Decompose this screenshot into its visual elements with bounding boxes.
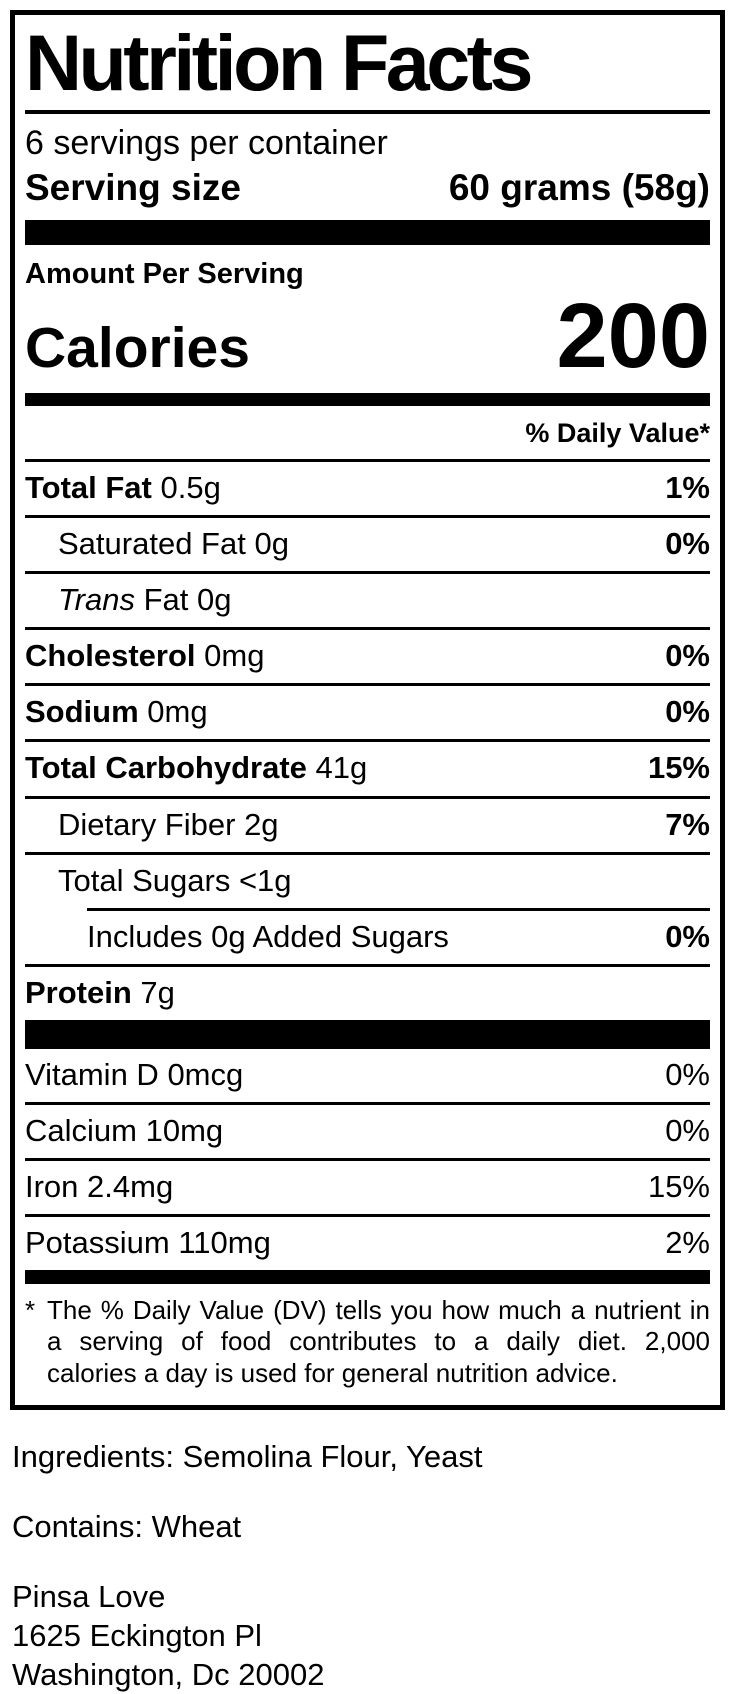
vitamin-name: Calcium bbox=[25, 1112, 137, 1148]
daily-value-header: % Daily Value* bbox=[525, 417, 710, 448]
nutrient-row-total-fat: Total Fat 0.5g 1% bbox=[25, 458, 710, 515]
nutrient-name-amount: Total Sugars <1g bbox=[25, 862, 292, 898]
nutrient-row-added-sugars: Includes 0g Added Sugars 0% bbox=[87, 907, 710, 964]
package-info: Ingredients: Semolina Flour, Yeast Conta… bbox=[12, 1437, 735, 1694]
nutrient-row-cholesterol: Cholesterol 0mg 0% bbox=[25, 627, 710, 683]
nutrient-name-amount: Dietary Fiber 2g bbox=[25, 806, 279, 842]
nutrient-name: Fat bbox=[143, 582, 189, 618]
vitamin-amount: 10mg bbox=[145, 1112, 224, 1148]
thick-separator-footnote bbox=[25, 1270, 710, 1285]
nutrient-name: Saturated Fat bbox=[58, 526, 246, 562]
vitamin-dv: 2% bbox=[665, 1225, 710, 1261]
nutrient-dv: 0% bbox=[665, 918, 710, 954]
calories-row: Calories 200 bbox=[25, 284, 711, 387]
nutrient-name-amount: Saturated Fat 0g bbox=[25, 526, 289, 562]
nutrient-amount: <1g bbox=[238, 862, 292, 898]
vitamin-amount: 110mg bbox=[178, 1225, 271, 1261]
company-address-line1: 1625 Eckington Pl bbox=[12, 1617, 262, 1653]
vitamin-dv: 15% bbox=[647, 1169, 710, 1205]
vitamin-row-vitamin-d: Vitamin D 0mcg 0% bbox=[25, 1049, 710, 1102]
nutrient-name-amount: Total Fat 0.5g bbox=[25, 469, 221, 505]
vitamin-row-potassium: Potassium 110mg 2% bbox=[25, 1214, 710, 1270]
nutrient-amount: 41g bbox=[315, 750, 368, 786]
nutrient-name-amount: Protein 7g bbox=[25, 974, 175, 1010]
vitamin-name-amount: Iron 2.4mg bbox=[25, 1170, 173, 1204]
footnote-asterisk: * bbox=[25, 1295, 36, 1326]
nutrient-dv: 0% bbox=[665, 694, 710, 730]
serving-size-value: 60 grams (58g) bbox=[448, 167, 710, 209]
nutrient-amount: 2g bbox=[244, 806, 279, 842]
nutrient-row-total-carbohydrate: Total Carbohydrate 41g 15% bbox=[25, 739, 710, 795]
nutrient-name-amount: Total Carbohydrate 41g bbox=[25, 751, 367, 785]
ingredients-line: Ingredients: Semolina Flour, Yeast bbox=[12, 1438, 483, 1474]
vitamins-section: Vitamin D 0mcg 0% Calcium 10mg 0% Iron 2… bbox=[25, 1049, 710, 1270]
nutrition-facts-label: Nutrition Facts 6 servings per container… bbox=[10, 10, 725, 1410]
footnote-text: The % Daily Value (DV) tells you how muc… bbox=[47, 1295, 710, 1388]
nutrient-name: Total Fat bbox=[25, 469, 152, 505]
vitamin-name-amount: Calcium 10mg bbox=[25, 1112, 224, 1148]
calories-label: Calories bbox=[25, 315, 250, 380]
thick-separator-top bbox=[25, 219, 710, 245]
calories-value: 200 bbox=[556, 284, 711, 387]
amount-per-serving-label: Amount Per Serving bbox=[25, 257, 304, 290]
vitamin-row-iron: Iron 2.4mg 15% bbox=[25, 1158, 710, 1214]
nutrient-name-amount: Cholesterol 0mg bbox=[25, 639, 264, 673]
vitamin-name: Iron bbox=[25, 1169, 79, 1205]
servings-per-container: 6 servings per container bbox=[25, 123, 388, 162]
nutrient-name: Protein bbox=[25, 974, 132, 1010]
vitamin-name-amount: Vitamin D 0mcg bbox=[25, 1056, 244, 1092]
vitamin-row-calcium: Calcium 10mg 0% bbox=[25, 1101, 710, 1158]
vitamin-name: Potassium bbox=[25, 1225, 170, 1261]
nutrient-row-saturated-fat: Saturated Fat 0g 0% bbox=[25, 515, 710, 571]
title-rule bbox=[25, 109, 710, 114]
nutrient-amount: 0g bbox=[197, 582, 232, 618]
nutrient-name-amount: Includes 0g Added Sugars bbox=[87, 918, 449, 954]
medium-separator-calories bbox=[25, 392, 710, 406]
nutrient-name: Includes 0g Added Sugars bbox=[87, 918, 449, 954]
nutrient-row-dietary-fiber: Dietary Fiber 2g 7% bbox=[25, 795, 710, 852]
serving-size-label: Serving size bbox=[25, 167, 241, 209]
nutrient-row-protein: Protein 7g bbox=[25, 963, 710, 1020]
nutrient-name: Dietary Fiber bbox=[58, 806, 236, 842]
nutrient-amount: 0g bbox=[254, 526, 289, 562]
nutrient-dv: 7% bbox=[665, 806, 710, 842]
nutrient-name-amount: Sodium 0mg bbox=[25, 695, 208, 729]
nutrient-row-trans-fat: Trans Fat 0g bbox=[25, 571, 710, 627]
nutrient-row-sodium: Sodium 0mg 0% bbox=[25, 683, 710, 739]
nutrient-name: Total Carbohydrate bbox=[25, 750, 307, 786]
company-name: Pinsa Love bbox=[12, 1578, 166, 1614]
serving-size-row: Serving size 60 grams (58g) bbox=[25, 165, 710, 220]
contains-line: Contains: Wheat bbox=[12, 1508, 242, 1544]
nutrient-name-italic: Trans bbox=[58, 582, 135, 618]
vitamin-dv: 0% bbox=[665, 1112, 710, 1148]
vitamin-dv: 0% bbox=[665, 1056, 710, 1092]
footnote: * The % Daily Value (DV) tells you how m… bbox=[25, 1284, 710, 1405]
nutrient-amount: 7g bbox=[140, 974, 175, 1010]
vitamin-amount: 2.4mg bbox=[87, 1169, 174, 1205]
label-title: Nutrition Facts bbox=[25, 18, 533, 107]
nutrient-name: Total Sugars bbox=[58, 862, 231, 898]
nutrient-name-amount: Trans Fat 0g bbox=[25, 583, 231, 617]
nutrient-dv: 0% bbox=[665, 526, 710, 562]
vitamin-amount: 0mcg bbox=[167, 1056, 244, 1092]
vitamin-name-amount: Potassium 110mg bbox=[25, 1226, 271, 1260]
nutrient-amount: 0mg bbox=[204, 638, 265, 674]
nutrient-dv: 1% bbox=[665, 469, 710, 505]
nutrient-row-total-sugars: Total Sugars <1g bbox=[25, 851, 710, 908]
nutrient-dv: 15% bbox=[647, 750, 710, 786]
nutrient-amount: 0.5g bbox=[160, 469, 221, 505]
nutrient-name: Cholesterol bbox=[25, 638, 196, 674]
nutrient-dv: 0% bbox=[665, 638, 710, 674]
vitamin-name: Vitamin D bbox=[25, 1056, 159, 1092]
thick-separator-protein bbox=[25, 1019, 710, 1049]
nutrient-amount: 0mg bbox=[147, 694, 208, 730]
nutrient-name: Sodium bbox=[25, 694, 139, 730]
